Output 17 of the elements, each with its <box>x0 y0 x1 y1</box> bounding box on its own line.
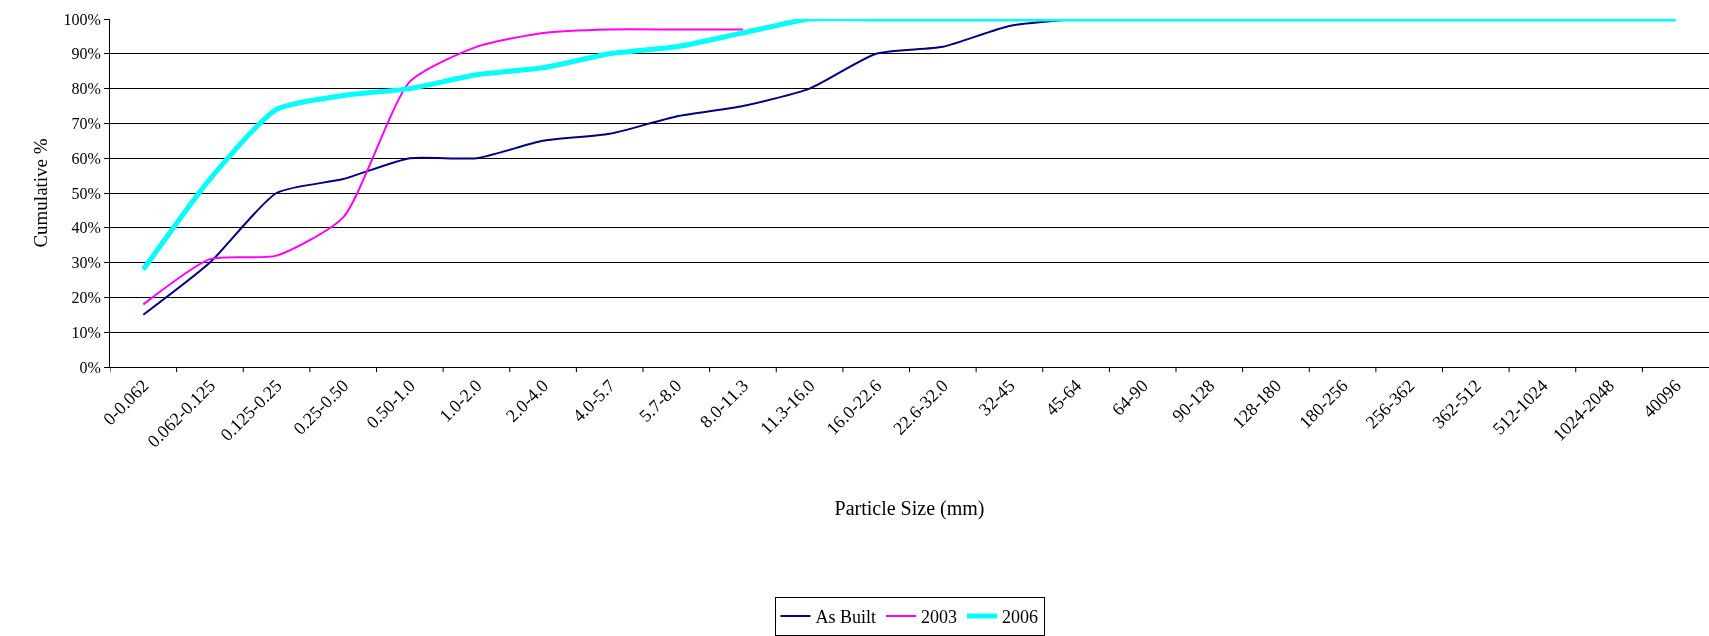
x-axis-title: Particle Size (mm) <box>834 496 985 520</box>
legend-label: 2006 <box>1002 606 1039 627</box>
y-tick-label: 80% <box>71 80 101 98</box>
line-series <box>142 28 744 306</box>
legend-label: As Built <box>815 606 877 627</box>
y-axis-title: Cumulative % <box>30 138 52 248</box>
y-tick-label: 100% <box>63 10 101 28</box>
y-tick-label: 0% <box>79 358 101 376</box>
legend-label: 2003 <box>921 606 958 627</box>
y-tick-label: 40% <box>71 219 101 237</box>
y-tick-label: 50% <box>71 184 101 202</box>
y-tick-label: 20% <box>71 289 101 306</box>
y-tick-label: 60% <box>71 149 101 167</box>
y-tick-label: 10% <box>71 323 101 341</box>
y-tick-label: 90% <box>71 45 101 63</box>
y-tick-label: 30% <box>71 254 101 272</box>
y-tick-label: 70% <box>71 115 101 132</box>
